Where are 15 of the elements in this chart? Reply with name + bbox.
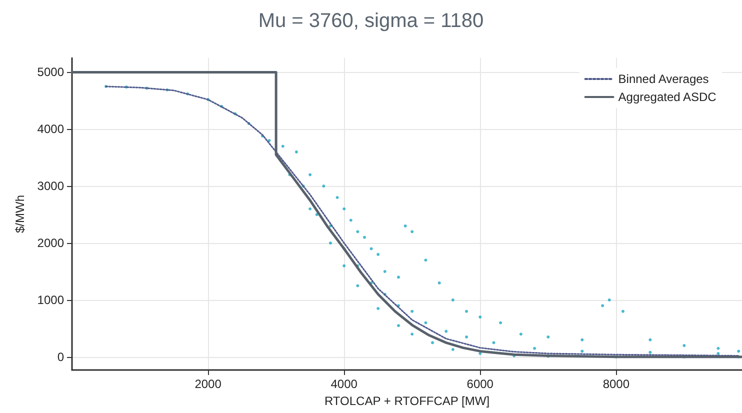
y-tick-label: 1000 <box>37 292 64 307</box>
legend-label: Aggregated ASDC <box>618 90 717 104</box>
y-tick-label: 5000 <box>37 65 64 80</box>
x-tick-label: 4000 <box>330 377 358 391</box>
legend-label: Binned Averages <box>618 72 709 86</box>
x-tick-label: 8000 <box>602 377 630 391</box>
y-tick-label: 3000 <box>37 179 64 194</box>
y-tick-label: 0 <box>57 350 64 364</box>
y-tick-label: 4000 <box>37 122 64 136</box>
x-axis-title: RTOLCAP + RTOFFCAP [MW] <box>324 394 490 408</box>
y-axis-title: $/MWh <box>13 194 27 234</box>
y-tick-label: 2000 <box>37 236 64 250</box>
x-tick-label: 6000 <box>466 377 494 391</box>
chart-title: Mu = 3760, sigma = 1180 <box>258 10 484 32</box>
x-tick-label: 2000 <box>194 377 222 391</box>
